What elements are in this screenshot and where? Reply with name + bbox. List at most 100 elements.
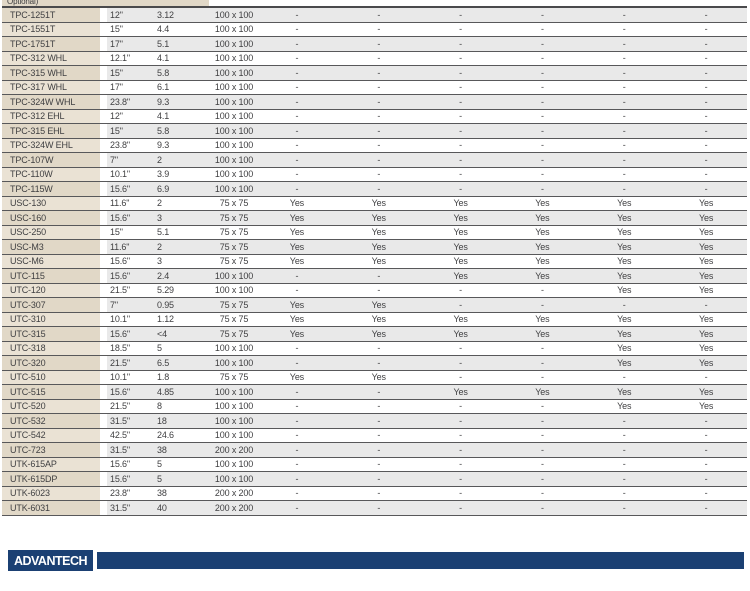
- feature-cell: -: [622, 473, 626, 484]
- weight-cell: <4: [157, 328, 167, 339]
- vesa-cell: 100 x 100: [214, 386, 254, 397]
- feature-cell: -: [459, 169, 462, 180]
- feature-cell: Yes: [453, 270, 468, 281]
- feature-cell: Yes: [535, 386, 550, 397]
- feature-cell: -: [704, 444, 708, 455]
- header-partial-cell: Optional): [2, 0, 209, 6]
- feature-cell: -: [704, 473, 708, 484]
- feature-cell: Yes: [698, 212, 714, 223]
- table-row: USC-M6 15.6" 3 75 x 75 Yes Yes Yes Yes Y…: [2, 254, 747, 269]
- feature-cell: -: [622, 111, 626, 122]
- feature-cell: -: [295, 140, 299, 151]
- feature-cell: -: [295, 53, 299, 64]
- size-cell: 31.5": [110, 444, 130, 455]
- column-gap: [100, 95, 107, 109]
- weight-cell: 5.8: [157, 125, 170, 136]
- vesa-cell: 200 x 200: [214, 488, 254, 499]
- feature-cell: -: [622, 430, 626, 441]
- vesa-cell: 100 x 100: [214, 357, 254, 368]
- feature-cell: -: [295, 9, 299, 20]
- weight-cell: 9.3: [157, 96, 170, 107]
- feature-cell: Yes: [535, 198, 550, 209]
- feature-cell: Yes: [535, 256, 550, 267]
- feature-cell: -: [295, 502, 299, 513]
- model-cell: USC-160: [2, 211, 100, 225]
- feature-cell: Yes: [698, 256, 714, 267]
- feature-cell: -: [622, 488, 626, 499]
- feature-cell: -: [704, 372, 708, 383]
- feature-cell: Yes: [453, 328, 468, 339]
- vesa-cell: 100 x 100: [214, 270, 254, 281]
- weight-cell: 5: [157, 459, 162, 470]
- feature-cell: -: [622, 372, 626, 383]
- column-gap: [100, 80, 107, 94]
- feature-cell: -: [377, 473, 381, 484]
- column-gap: [100, 443, 107, 457]
- feature-cell: Yes: [698, 386, 714, 397]
- feature-cell: -: [295, 125, 299, 136]
- feature-cell: Yes: [453, 314, 468, 325]
- feature-cell: -: [622, 415, 626, 426]
- header-partial-spacer: [209, 0, 747, 6]
- feature-cell: -: [459, 140, 462, 151]
- column-gap: [100, 472, 107, 486]
- feature-cell: -: [459, 38, 462, 49]
- feature-cell: Yes: [453, 241, 468, 252]
- table-row: USC-130 11.6" 2 75 x 75 Yes Yes Yes Yes …: [2, 196, 747, 211]
- size-cell: 15": [110, 227, 123, 238]
- feature-cell: -: [459, 96, 462, 107]
- column-gap: [100, 370, 107, 384]
- table-row: UTC-120 21.5" 5.29 100 x 100 - - - - Yes…: [2, 283, 747, 298]
- vesa-cell: 75 x 75: [219, 372, 249, 383]
- model-cell: TPC-1751T: [2, 37, 100, 51]
- size-cell: 15": [110, 67, 123, 78]
- feature-cell: -: [459, 82, 462, 93]
- feature-cell: -: [377, 111, 381, 122]
- feature-cell: -: [295, 444, 299, 455]
- model-cell: UTC-532: [2, 414, 100, 428]
- model-cell: TPC-110W: [2, 167, 100, 181]
- feature-cell: Yes: [698, 227, 714, 238]
- column-gap: [100, 196, 107, 210]
- feature-cell: Yes: [453, 212, 468, 223]
- column-gap: [100, 22, 107, 36]
- weight-cell: 5.8: [157, 67, 170, 78]
- vesa-cell: 200 x 200: [214, 444, 254, 455]
- vesa-cell: 100 x 100: [214, 459, 254, 470]
- vesa-cell: 75 x 75: [219, 198, 249, 209]
- feature-cell: Yes: [698, 241, 714, 252]
- feature-cell: -: [459, 372, 462, 383]
- feature-cell: -: [459, 299, 462, 310]
- feature-cell: Yes: [617, 328, 632, 339]
- vesa-cell: 100 x 100: [214, 96, 254, 107]
- feature-cell: -: [622, 154, 626, 165]
- feature-cell: -: [459, 502, 462, 513]
- feature-cell: -: [377, 488, 381, 499]
- vesa-cell: 100 x 100: [214, 430, 254, 441]
- feature-cell: -: [295, 386, 299, 397]
- feature-cell: -: [540, 430, 544, 441]
- feature-cell: -: [704, 430, 708, 441]
- feature-cell: Yes: [371, 314, 386, 325]
- feature-cell: -: [295, 459, 299, 470]
- column-gap: [100, 109, 107, 123]
- size-cell: 12": [110, 111, 123, 122]
- feature-cell: Yes: [617, 285, 632, 296]
- feature-cell: -: [540, 343, 544, 354]
- model-cell: UTC-318: [2, 341, 100, 355]
- model-cell: USC-250: [2, 225, 100, 239]
- feature-cell: -: [295, 67, 299, 78]
- vesa-cell: 100 x 100: [214, 285, 254, 296]
- feature-cell: -: [295, 473, 299, 484]
- size-cell: 31.5": [110, 415, 130, 426]
- vesa-cell: 100 x 100: [214, 140, 254, 151]
- feature-cell: -: [295, 96, 299, 107]
- column-gap: [100, 240, 107, 254]
- vesa-cell: 100 x 100: [214, 154, 254, 165]
- table-row: TPC-324W WHL 23.8" 9.3 100 x 100 - - - -…: [2, 95, 747, 110]
- feature-cell: -: [540, 488, 544, 499]
- feature-cell: Yes: [289, 314, 305, 325]
- table-row: UTK-615DP 15.6" 5 100 x 100 - - - - - -: [2, 472, 747, 487]
- feature-cell: -: [377, 502, 381, 513]
- feature-cell: -: [377, 67, 381, 78]
